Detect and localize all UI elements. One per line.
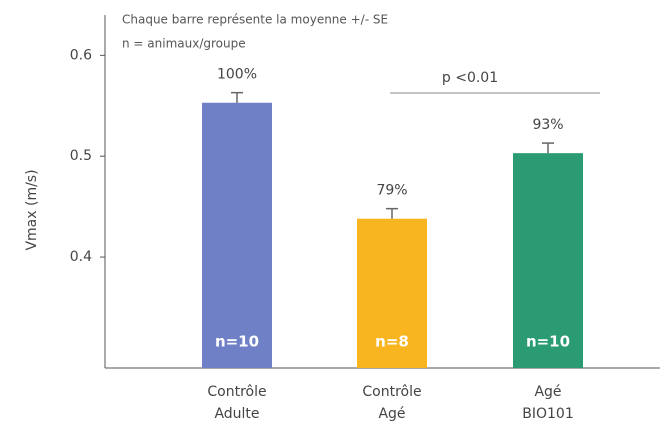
bar	[513, 153, 583, 368]
percent-label: 100%	[217, 67, 257, 83]
n-label: n=10	[526, 333, 570, 351]
y-tick-label: 0.6	[70, 47, 92, 63]
note: Chaque barre représente la moyenne +/- S…	[122, 13, 388, 27]
note: n = animaux/groupe	[122, 37, 246, 51]
n-label: n=8	[375, 333, 409, 351]
bar	[202, 102, 272, 368]
y-tick-label: 0.4	[70, 249, 92, 265]
percent-label: 79%	[376, 183, 407, 199]
bar	[357, 218, 427, 368]
y-tick-label: 0.5	[70, 148, 92, 164]
percent-label: 93%	[532, 117, 563, 133]
x-tick-label: Contrôle Agé	[362, 384, 421, 422]
x-tick-label: Contrôle Adulte	[207, 384, 266, 422]
n-label: n=10	[215, 333, 259, 351]
annotation: p <0.01	[442, 70, 498, 86]
x-tick-label: Agé BIO101	[522, 384, 573, 422]
y-axis-label: Vmax (m/s)	[24, 169, 40, 250]
